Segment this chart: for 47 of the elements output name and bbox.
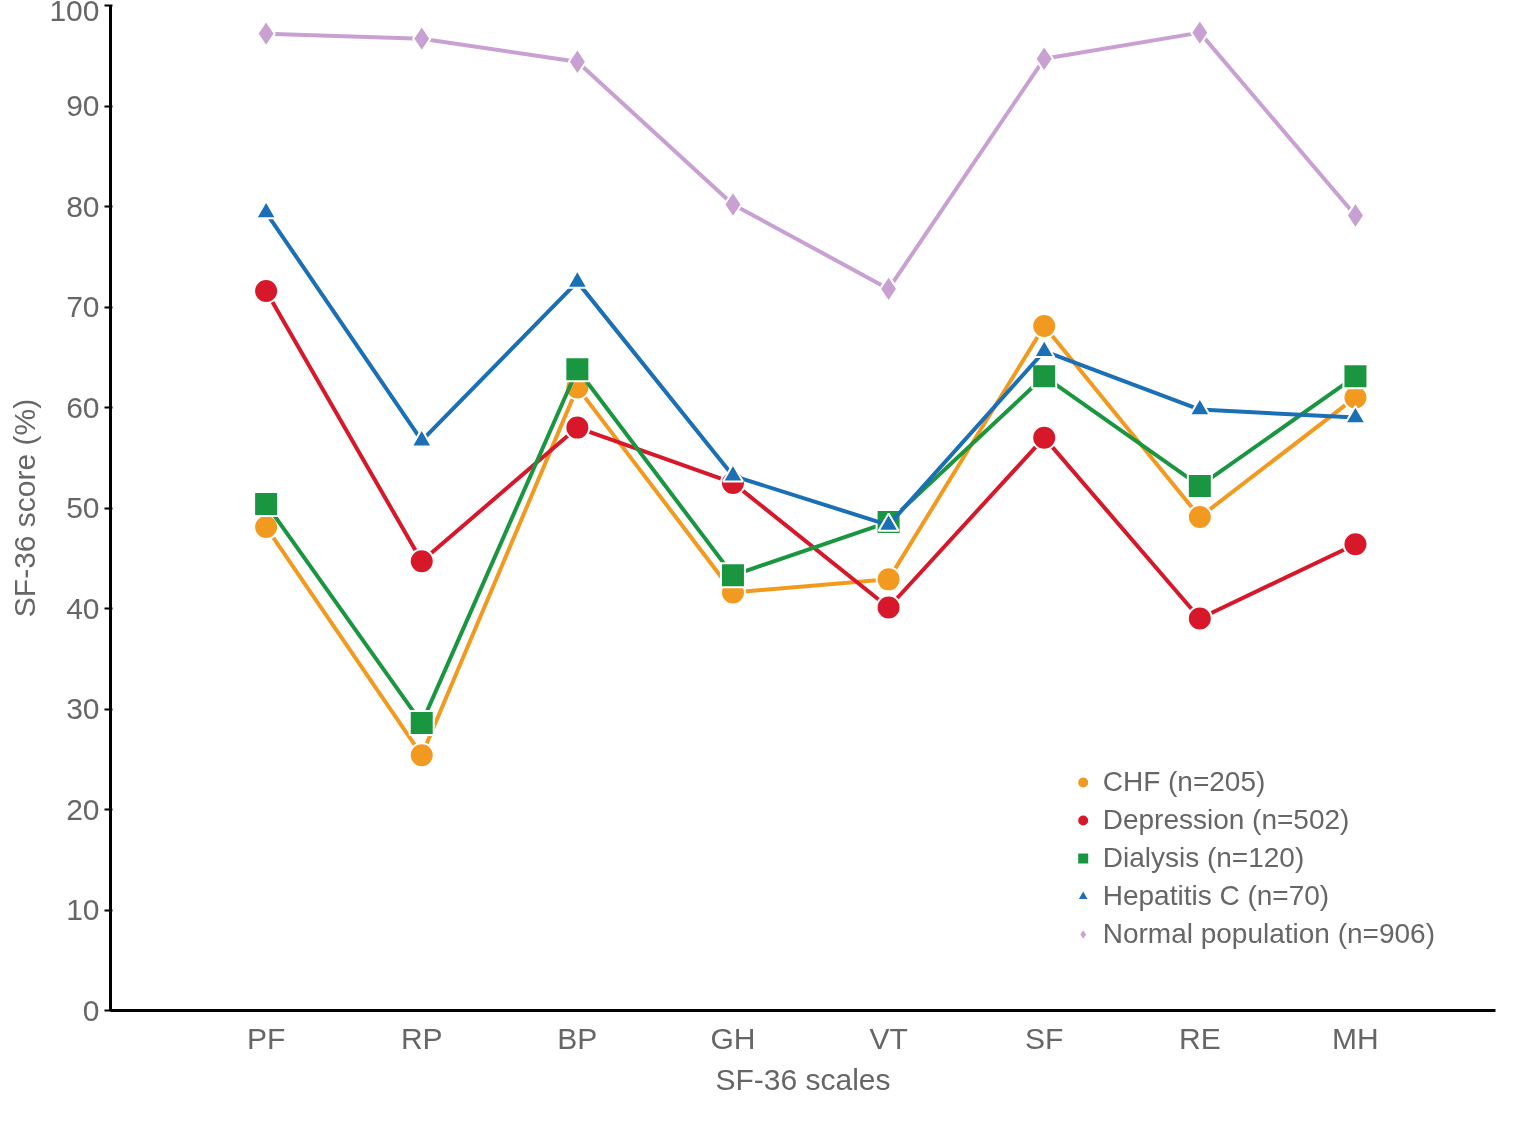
point — [564, 356, 591, 383]
y-tick-label: 70 — [66, 290, 100, 323]
x-axis-title: SF-36 scales — [715, 1062, 891, 1096]
y-tick-label: 20 — [66, 792, 100, 826]
point — [564, 414, 591, 441]
point — [1345, 201, 1366, 230]
point — [408, 710, 435, 737]
point — [253, 277, 280, 304]
y-axis-title: SF-36 score (%) — [8, 398, 42, 618]
legend-label: Normal population (n=906) — [1102, 918, 1435, 950]
y-tick-label: 0 — [82, 993, 100, 1027]
point — [1342, 531, 1369, 558]
x-tick-label: SF — [1025, 1021, 1064, 1055]
point — [719, 562, 746, 589]
x-tick-label: MH — [1332, 1021, 1379, 1055]
y-tick-label: 10 — [66, 893, 100, 926]
legend-label: CHF (n=205) — [1102, 766, 1266, 798]
point — [253, 514, 280, 541]
y-tick-label: 80 — [66, 189, 100, 223]
x-tick-label: RE — [1178, 1021, 1221, 1055]
x-tick-label: PF — [246, 1021, 286, 1055]
point — [1186, 605, 1213, 632]
point — [1342, 363, 1369, 390]
y-tick-label: 90 — [66, 89, 100, 122]
legend-label: Depression (n=502) — [1102, 804, 1350, 836]
point — [1031, 424, 1058, 451]
point — [408, 742, 435, 769]
y-tick-label: 40 — [66, 591, 100, 625]
point — [408, 548, 435, 575]
x-tick-label: BP — [557, 1021, 598, 1055]
x-tick-label: RP — [400, 1021, 443, 1055]
point — [1031, 363, 1058, 390]
point — [253, 490, 280, 517]
legend-label: Hepatitis C (n=70) — [1102, 880, 1330, 912]
legend-label: Dialysis (n=120) — [1102, 842, 1305, 874]
point — [1186, 472, 1213, 499]
point — [875, 566, 902, 593]
point — [1186, 504, 1213, 531]
y-tick-label: 30 — [66, 692, 100, 725]
x-tick-label: VT — [869, 1021, 908, 1055]
x-tick-label: GH — [710, 1021, 756, 1055]
y-tick-label: 60 — [66, 390, 100, 424]
point — [567, 47, 588, 76]
point — [875, 594, 902, 621]
y-tick-label: 100 — [49, 0, 100, 27]
point — [1031, 313, 1058, 340]
y-tick-label: 50 — [66, 491, 100, 524]
